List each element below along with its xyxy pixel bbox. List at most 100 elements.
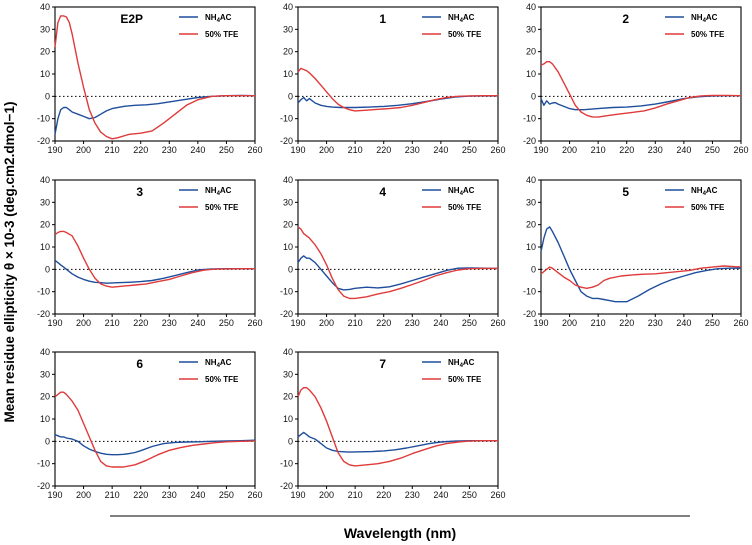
- x-tick-label: 260: [247, 318, 262, 328]
- x-tick-label: 250: [219, 490, 234, 500]
- x-tick-label: 200: [562, 145, 577, 155]
- legend-label: NH4AC: [448, 186, 475, 197]
- x-tick-label: 240: [433, 318, 448, 328]
- x-tick-label: 210: [348, 490, 363, 500]
- x-tick-label: 250: [219, 145, 234, 155]
- panel-3: 190 200 210 220 230 240 250 260 40 30 20 10 0 -10 -20 3…: [37, 175, 263, 328]
- x-tick-label: 240: [433, 145, 448, 155]
- series-line-tfe: [54, 391, 256, 468]
- y-tick-label: 0: [531, 264, 536, 274]
- legend-label: NH4AC: [691, 186, 718, 197]
- y-tick-label: 20: [526, 47, 536, 57]
- legend-label: NH4AC: [448, 358, 475, 369]
- legend-label: NH4AC: [205, 13, 232, 24]
- series-line-tfe: [54, 15, 255, 140]
- y-tick-label: 10: [526, 69, 536, 79]
- x-tick-label: 220: [133, 318, 148, 328]
- y-tick-label: 20: [526, 220, 536, 230]
- legend-label: 50% TFE: [448, 375, 482, 384]
- panel-2: 190 200 210 220 230 240 250 260 40 30 20 10 0 -10 -20 2…: [523, 2, 749, 155]
- x-tick-label: 250: [219, 318, 234, 328]
- legend-label: NH4AC: [691, 13, 718, 24]
- x-tick-label: 260: [733, 318, 748, 328]
- x-tick-label: 210: [105, 145, 120, 155]
- x-tick-label: 230: [648, 145, 663, 155]
- x-tick-label: 190: [533, 318, 548, 328]
- panel-title: 7: [379, 357, 386, 371]
- x-tick-label: 200: [76, 145, 91, 155]
- y-tick-label: 0: [45, 264, 50, 274]
- y-tick-label: 40: [283, 175, 293, 185]
- series-line-tfe: [297, 226, 498, 300]
- panel-title: 4: [379, 185, 386, 199]
- y-tick-label: 0: [288, 436, 293, 446]
- series-line-nh4ac: [54, 433, 256, 456]
- panel-frame: [540, 6, 742, 142]
- panel-title: 2: [622, 12, 629, 26]
- y-tick-label: 30: [40, 369, 50, 379]
- y-tick-label: 30: [526, 197, 536, 207]
- x-tick-label: 200: [319, 490, 334, 500]
- x-tick-label: 210: [348, 145, 363, 155]
- x-tick-label: 240: [190, 490, 205, 500]
- x-tick-label: 190: [290, 145, 305, 155]
- series-line-tfe: [540, 265, 742, 289]
- x-tick-label: 200: [319, 318, 334, 328]
- y-tick-label: 40: [526, 2, 536, 12]
- series-line-tfe: [540, 61, 742, 118]
- y-tick-label: 20: [283, 47, 293, 57]
- x-tick-label: 190: [47, 490, 62, 500]
- x-tick-label: 240: [190, 318, 205, 328]
- legend-label: 50% TFE: [691, 203, 725, 212]
- y-tick-label: 10: [283, 414, 293, 424]
- legend-label: NH4AC: [205, 186, 232, 197]
- legend-label: 50% TFE: [448, 30, 482, 39]
- x-tick-label: 230: [162, 318, 177, 328]
- panel-frame: [54, 6, 256, 142]
- y-tick-label: 40: [40, 175, 50, 185]
- x-tick-label: 210: [591, 145, 606, 155]
- legend-label: 50% TFE: [205, 375, 239, 384]
- panel-5: 190 200 210 220 230 240 250 260 40 30 20 10 0 -10 -20 5…: [523, 175, 749, 328]
- x-tick-label: 260: [733, 145, 748, 155]
- y-tick-label: 10: [283, 69, 293, 79]
- x-tick-label: 220: [376, 145, 391, 155]
- y-tick-label: 20: [283, 392, 293, 402]
- x-tick-label: 210: [591, 318, 606, 328]
- x-tick-label: 230: [405, 318, 420, 328]
- legend-label: 50% TFE: [448, 203, 482, 212]
- x-tick-label: 250: [705, 318, 720, 328]
- x-tick-label: 230: [162, 490, 177, 500]
- series-line-nh4ac: [297, 255, 499, 291]
- y-tick-label: 20: [40, 220, 50, 230]
- x-tick-label: 250: [462, 490, 477, 500]
- y-tick-label: 30: [526, 24, 536, 34]
- x-tick-label: 260: [490, 145, 505, 155]
- x-tick-label: 200: [76, 318, 91, 328]
- x-tick-label: 250: [705, 145, 720, 155]
- x-tick-label: 260: [490, 318, 505, 328]
- y-tick-label: 0: [45, 436, 50, 446]
- legend-label: NH4AC: [448, 13, 475, 24]
- panel-e2p: 190 200 210 220 230 240 250 260 40 30 20 10 0 -10 -20 E…: [37, 2, 263, 155]
- panel-title: 5: [622, 185, 629, 199]
- x-tick-label: 190: [290, 490, 305, 500]
- y-tick-label: 20: [40, 47, 50, 57]
- y-tick-label: 40: [40, 2, 50, 12]
- x-tick-label: 260: [247, 145, 262, 155]
- x-tick-label: 260: [247, 490, 262, 500]
- y-tick-label: -10: [280, 287, 293, 297]
- y-axis-label: Mean residue ellipticity θ × 10-3 (deg.c…: [2, 102, 17, 423]
- panel-6: 190 200 210 220 230 240 250 260 40 30 20 10 0 -10 -20 6…: [37, 347, 263, 500]
- panel-4: 190 200 210 220 230 240 250 260 40 30 20 10 0 -10 -20 4…: [280, 175, 506, 328]
- y-tick-label: 30: [283, 197, 293, 207]
- y-tick-label: 10: [283, 242, 293, 252]
- y-tick-label: 40: [283, 347, 293, 357]
- y-tick-label: -10: [280, 459, 293, 469]
- panel-frame: [54, 179, 256, 315]
- y-tick-label: -10: [37, 287, 50, 297]
- x-tick-label: 190: [533, 145, 548, 155]
- panel-frame: [297, 179, 499, 315]
- y-tick-label: 0: [288, 264, 293, 274]
- y-tick-label: -20: [523, 136, 536, 146]
